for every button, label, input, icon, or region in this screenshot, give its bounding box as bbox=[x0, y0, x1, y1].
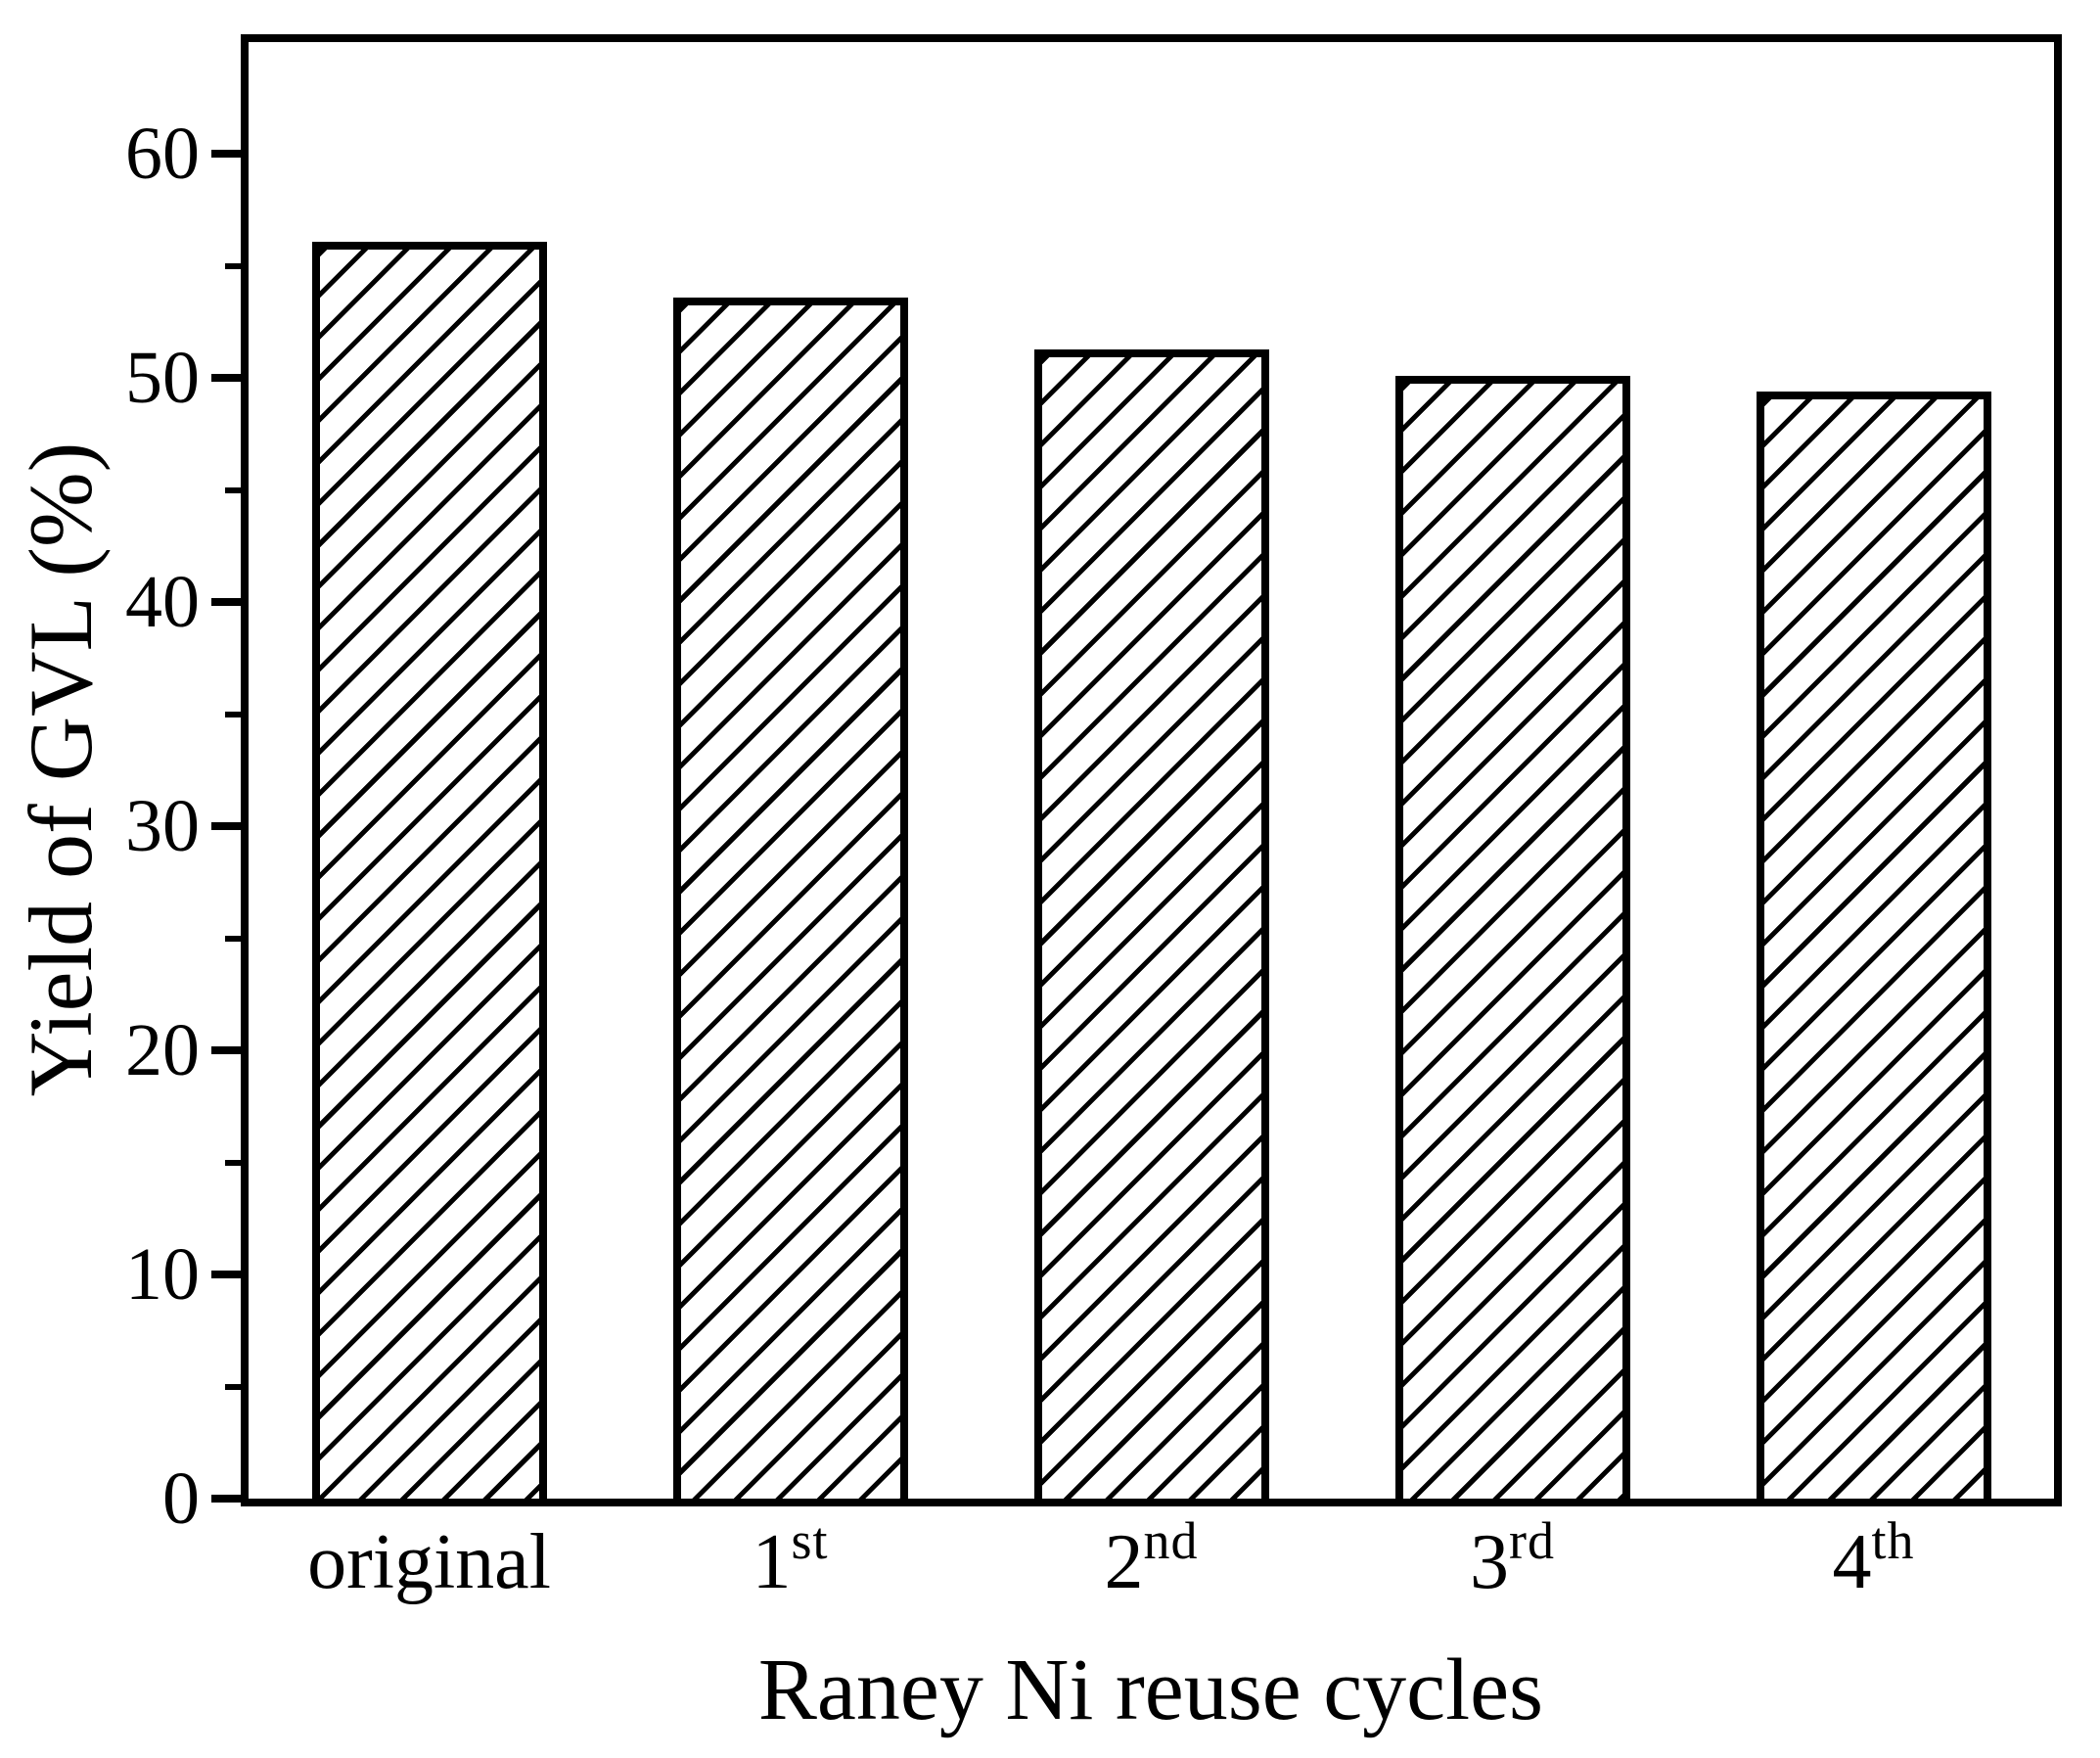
bar-3rd bbox=[1394, 376, 1630, 1499]
bar-4th bbox=[1756, 392, 1991, 1499]
y-axis-minor-tick bbox=[225, 486, 241, 493]
y-axis-tick-label: 40 bbox=[125, 561, 200, 644]
y-axis-major-tick bbox=[211, 1271, 241, 1279]
ordinal-suffix: nd bbox=[1143, 1511, 1199, 1571]
ordinal-suffix: rd bbox=[1509, 1511, 1555, 1571]
x-axis-tick-label: 2nd bbox=[1104, 1511, 1199, 1605]
x-axis-tick-label: 4th bbox=[1832, 1511, 1915, 1605]
y-axis-major-tick bbox=[211, 598, 241, 607]
y-axis-minor-tick bbox=[225, 935, 241, 942]
x-axis-tick-label: 1st bbox=[752, 1511, 829, 1605]
ordinal-suffix: st bbox=[791, 1511, 829, 1571]
y-axis-tick-label: 20 bbox=[125, 1009, 200, 1092]
y-axis-tick-label: 10 bbox=[125, 1233, 200, 1317]
y-axis-tick-label: 30 bbox=[125, 785, 200, 868]
bar-1st bbox=[672, 297, 908, 1499]
y-axis-title: Yield of GVL (%) bbox=[11, 441, 111, 1097]
y-axis-minor-tick bbox=[225, 1159, 241, 1166]
x-axis-title: Raney Ni reuse cycles bbox=[757, 1642, 1544, 1738]
y-axis-minor-tick bbox=[225, 262, 241, 269]
y-axis-major-tick bbox=[211, 822, 241, 831]
y-axis-major-tick bbox=[211, 1046, 241, 1055]
x-axis-tick-label: 3rd bbox=[1470, 1511, 1555, 1605]
x-axis-tick-label: original bbox=[307, 1519, 551, 1605]
bar-2nd bbox=[1033, 348, 1269, 1499]
y-axis-tick-label: 50 bbox=[125, 337, 200, 420]
y-axis-tick-label: 0 bbox=[162, 1457, 200, 1540]
bar-original bbox=[311, 241, 547, 1499]
y-axis-minor-tick bbox=[225, 1383, 241, 1390]
y-axis-minor-tick bbox=[225, 711, 241, 717]
y-axis-tick-label: 60 bbox=[125, 113, 200, 196]
y-axis-major-tick bbox=[211, 374, 241, 383]
ordinal-suffix: th bbox=[1871, 1511, 1915, 1571]
y-axis-major-tick bbox=[211, 1495, 241, 1503]
y-axis-major-tick bbox=[211, 150, 241, 159]
